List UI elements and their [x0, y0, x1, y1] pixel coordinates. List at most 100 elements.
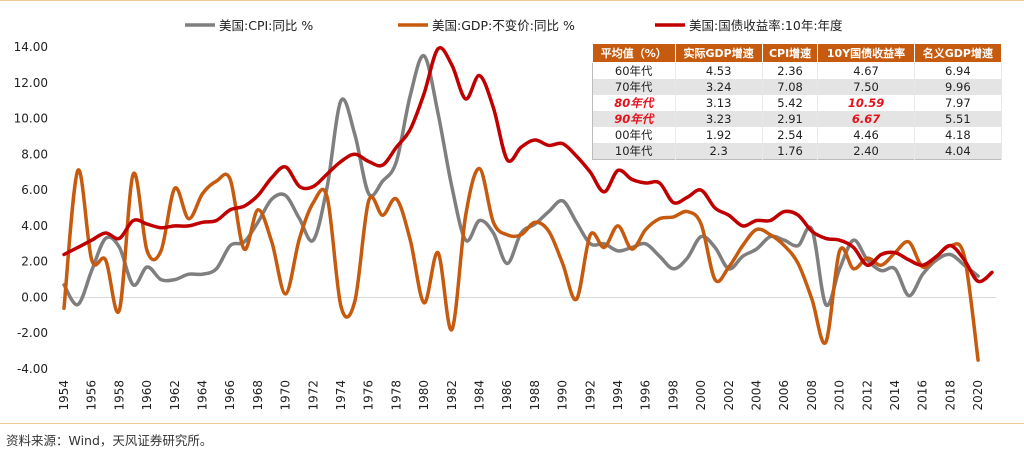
x-tick-label: 1964 — [196, 380, 210, 411]
table-row: 00年代 1.92 2.54 4.46 4.18 — [592, 127, 1003, 143]
table-row: 70年代 3.24 7.08 7.50 9.96 — [592, 79, 1003, 95]
x-tick-label: 1978 — [389, 380, 403, 411]
table-cell: 7.50 — [817, 79, 915, 95]
treasury-yield-series-line — [62, 46, 994, 284]
table-cell: 2.36 — [762, 62, 819, 79]
x-tick-label: 2020 — [971, 380, 985, 411]
x-tick-label: 1982 — [445, 380, 459, 411]
table-cell: 4.04 — [914, 143, 1003, 160]
x-tick-label: 2008 — [805, 380, 819, 411]
table-row: 80年代 3.13 5.42 10.59 7.97 — [592, 95, 1003, 111]
gdp-series-line — [62, 166, 980, 362]
table-header: 10Y国债收益率 — [817, 43, 915, 63]
x-tick-label: 2004 — [750, 380, 764, 411]
x-tick-label: 2014 — [888, 380, 902, 411]
x-tick-label: 2012 — [860, 380, 874, 411]
table-cell: 10年代 — [592, 143, 676, 160]
table-cell: 4.67 — [817, 62, 915, 79]
footer-divider — [0, 423, 1024, 424]
x-tick-label: 1958 — [112, 380, 126, 411]
table-cell: 2.3 — [675, 143, 763, 160]
table-row: 90年代 3.23 2.91 6.67 5.51 — [592, 111, 1003, 127]
y-tick-label: 10.00 — [14, 112, 48, 126]
series-lines — [62, 46, 994, 362]
x-tick-label: 1974 — [334, 380, 348, 411]
table-cell: 4.46 — [817, 127, 915, 143]
y-tick-label: -2.00 — [17, 326, 48, 340]
x-tick-label: 1972 — [306, 380, 320, 411]
legend: 美国:CPI:同比 % 美国:GDP:不变价:同比 % 美国:国债收益率:10年:年… — [185, 18, 843, 33]
table-cell: 3.13 — [675, 95, 763, 111]
table-cell: 1.76 — [762, 143, 819, 160]
x-tick-label: 1988 — [528, 380, 542, 411]
y-tick-label: 8.00 — [21, 147, 48, 161]
table-header: CPI增速 — [761, 43, 819, 63]
x-tick-label: 2002 — [722, 380, 736, 411]
table-header: 实际GDP增速 — [674, 43, 763, 63]
y-tick-label: 12.00 — [14, 76, 48, 90]
x-tick-label: 1966 — [223, 380, 237, 411]
x-tick-label: 1984 — [473, 380, 487, 411]
x-tick-label: 2016 — [916, 380, 930, 411]
legend-label: 美国:GDP:不变价:同比 % — [432, 18, 575, 33]
table-cell: 00年代 — [592, 127, 676, 143]
y-tick-label: 0.00 — [21, 290, 48, 304]
decade-average-table: 平均值（%） 实际GDP增速 CPI增速 10Y国债收益率 名义GDP增速 60… — [592, 43, 1003, 160]
table-cell-highlight: 90年代 — [592, 111, 676, 127]
x-tick-label: 1956 — [85, 380, 99, 411]
table-cell: 4.18 — [914, 127, 1003, 143]
table-cell-highlight: 10.59 — [817, 95, 915, 111]
x-tick-label: 1994 — [611, 380, 625, 411]
x-tick-label: 1980 — [417, 380, 431, 411]
table-cell: 7.97 — [914, 95, 1003, 111]
table-cell: 4.53 — [675, 62, 763, 79]
y-tick-label: 2.00 — [21, 255, 48, 269]
x-tick-label: 2000 — [694, 380, 708, 411]
x-tick-label: 1960 — [140, 380, 154, 411]
table-cell: 3.23 — [675, 111, 763, 127]
x-tick-label: 1998 — [666, 380, 680, 411]
table-header: 名义GDP增速 — [913, 43, 1003, 63]
table-cell: 1.92 — [675, 127, 763, 143]
table-cell: 2.40 — [817, 143, 915, 160]
table-cell: 6.94 — [914, 62, 1003, 79]
table-cell: 7.08 — [762, 79, 819, 95]
top-border — [0, 0, 1024, 1]
x-tick-label: 1954 — [57, 380, 71, 411]
x-tick-label: 1996 — [639, 380, 653, 411]
legend-label: 美国:CPI:同比 % — [219, 18, 313, 33]
x-tick-label: 1986 — [500, 380, 514, 411]
x-tick-label: 1962 — [168, 380, 182, 411]
y-tick-label: -4.00 — [17, 362, 48, 376]
table-cell: 3.24 — [675, 79, 763, 95]
x-tick-label: 1992 — [583, 380, 597, 411]
source-note: 资料来源：Wind，天风证券研究所。 — [6, 433, 213, 448]
table-cell: 2.54 — [762, 127, 819, 143]
table-cell: 60年代 — [592, 62, 676, 79]
x-tick-label: 2018 — [943, 380, 957, 411]
x-axis: 1954 1956 1958 1960 1962 1964 1966 1968 1970 1972… — [57, 296, 996, 411]
x-tick-label: 1970 — [279, 380, 293, 411]
legend-label: 美国:国债收益率:10年:年度 — [689, 18, 843, 33]
table-header: 平均值（%） — [592, 43, 676, 63]
y-tick-label: 4.00 — [21, 219, 48, 233]
table-cell: 2.91 — [762, 111, 819, 127]
table-cell: 9.96 — [914, 79, 1003, 95]
table-cell-highlight: 6.67 — [817, 111, 915, 127]
y-tick-label: 6.00 — [21, 183, 48, 197]
table-cell: 70年代 — [592, 79, 676, 95]
table-row: 60年代 4.53 2.36 4.67 6.94 — [592, 62, 1003, 79]
table-cell: 5.51 — [914, 111, 1003, 127]
table-cell: 5.42 — [762, 95, 819, 111]
x-tick-label: 2006 — [777, 380, 791, 411]
table-row: 10年代 2.3 1.76 2.40 4.04 — [592, 143, 1003, 160]
y-tick-label: 14.00 — [14, 40, 48, 54]
y-axis: 14.00 12.00 10.00 8.00 6.00 4.00 2.00 0.00 -2.00… — [14, 40, 48, 376]
x-tick-label: 1968 — [251, 380, 265, 411]
x-tick-label: 1976 — [362, 380, 376, 411]
x-tick-label: 1990 — [556, 380, 570, 411]
x-tick-label: 2010 — [833, 380, 847, 411]
line-chart: 14.00 12.00 10.00 8.00 6.00 4.00 2.00 0.00 -2.00… — [14, 18, 996, 411]
table-cell-highlight: 80年代 — [592, 95, 676, 111]
table-header-row: 平均值（%） 实际GDP增速 CPI增速 10Y国债收益率 名义GDP增速 — [592, 43, 1003, 63]
